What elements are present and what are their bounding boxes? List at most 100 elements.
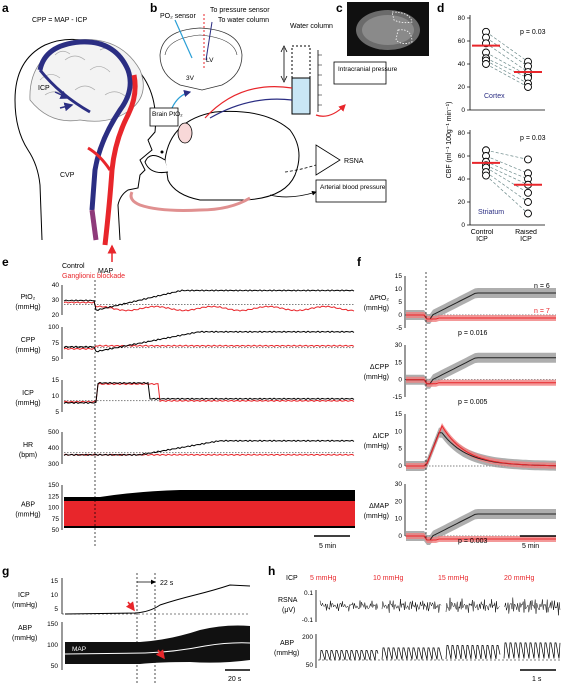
f-blockade-mean [406,379,556,385]
xtick-raised: Raised ICP [515,229,537,243]
e-tick: 5 [55,409,59,416]
striatum-pvalue: p = 0.03 [520,135,546,142]
n-control: n = 6 [534,283,550,290]
lv-label: LV [206,57,214,64]
g-icp-tick: 5 [54,606,58,613]
raised-point [524,83,532,91]
f-pvalue: p = 0.005 [458,399,487,406]
g-map-label: MAP [72,646,86,653]
f-blockade-mean [406,314,556,320]
paired-line [485,171,529,203]
paired-line [485,37,529,67]
cbf-ylabel: CBF (ml⁻¹ 100g⁻¹ min⁻¹) [446,102,453,179]
e-tick: 100 [48,324,59,331]
e-control-trace [63,439,355,456]
h-abp-label: ABP [280,640,294,647]
f-control-mean [406,357,556,385]
f-tick: 10 [395,516,403,523]
g-abp-tick: 100 [47,642,58,649]
g-icp-label: ICP [18,592,30,599]
h-abp-segment [381,647,443,660]
panel-d: d CBF (ml⁻¹ 100g⁻¹ min⁻¹) 80 60 40 20 0 p = … [437,1,546,243]
e-scalebar-label: 5 min [319,543,336,550]
panel-e: e Control Ganglionic blockade PtO₂ (mmHg)… [2,255,355,550]
f-control-mean [406,513,556,541]
h-rsna-segment [381,598,442,613]
panel-e-rows: PtO₂ (mmHg) 40 30 20 CPP (mmHg) 100 75 50 ICP (mmHg… [15,282,355,534]
f-tick: 5 [398,299,402,306]
e-row-unit: (mmHg) [15,347,40,354]
e-tick: 500 [48,429,59,436]
f-tick: 0 [398,463,402,470]
ytick-label: 60 [458,153,466,160]
e-control-trace [63,289,355,311]
f-tick: 30 [395,342,403,349]
e-tick: 100 [48,505,59,512]
g-abp-tick: 150 [47,621,58,628]
h-rsna-segment [445,597,500,613]
striatum-label: Striatum [478,209,504,216]
f-tick: 0 [398,533,402,540]
ytick-label: 60 [458,38,466,45]
h-abp-segment [503,642,561,659]
panel-letter-a: a [2,1,9,15]
po2-probe [174,19,193,59]
f-control-sem [406,427,556,471]
panel-a: a CPP = MAP - ICP ICP CVP MAP [2,1,157,275]
f-blockade-sem [406,423,556,469]
h-cond-3: 15 mmHg [438,575,468,582]
panel-g: g ICP (mmHg) 15 10 5 22 s ABP (mmHg) 150… [2,564,251,685]
e-tick: 20 [52,312,60,319]
e-row-label: PtO₂ [21,294,36,301]
h-rsna-tick: 0.1 [304,590,313,597]
striatum-yticks: 80 60 40 20 0 [458,130,470,229]
brain-pto2-label: Brain PtO₂ [152,111,183,118]
f-blockade-sem [406,376,556,387]
f-row-unit: (mmHg) [364,513,389,520]
e-control-trace [63,381,355,404]
brain-pto2-box [149,107,179,127]
cortex-yticks: 80 60 40 20 0 [458,15,470,114]
raised-point [524,198,532,206]
panel-letter-d: d [437,1,444,15]
h-rsna-label: RSNA [278,597,298,604]
e-tick: 150 [48,482,59,489]
venous-sinus [37,39,133,211]
e-row-unit: (mmHg) [15,400,40,407]
e-blockade-trace [63,301,355,312]
f-row-3: ΔMAP (mmHg) 30 20 10 0 p = 0.003 [364,481,556,545]
e-row-unit: (mmHg) [15,304,40,311]
paired-line [485,31,529,62]
ytick-label: 40 [458,176,466,183]
f-row-1: ΔCPP (mmHg) 30 15 0 -15 p = 0.005 [364,342,556,406]
ytick-label: 20 [458,84,466,91]
h-abp-segment [445,645,501,660]
panel-b: b PO₂ sensor To pressure sensor To water… [129,1,398,212]
f-row-unit: (mmHg) [364,374,389,381]
e-abp-blockade [64,501,355,526]
panel-c: c [336,1,429,56]
e-tick: 30 [52,297,60,304]
h-cond-1: 5 mmHg [310,575,337,582]
h-abp-unit: (mmHg) [274,650,299,657]
raised-point [524,188,532,197]
f-control-sem [406,288,556,324]
map-label: MAP [98,268,114,275]
xtick-control: Control ICP [470,229,494,243]
rat-body [164,110,300,201]
g-icp-tick: 15 [51,578,59,585]
f-scalebar-label: 5 min [522,543,539,550]
n-blockade: n = 7 [534,308,550,315]
e-tick: 400 [48,445,59,452]
e-row-unit: (bpm) [19,452,37,459]
f-row-2: ΔICP (mmHg) 15 10 5 0 [364,411,557,471]
intracranial-pressure-label: Intracranial pressure [338,66,398,73]
po2-sensor-label: PO₂ sensor [160,13,196,20]
paired-line [485,161,529,180]
h-rsna-tick: -0.1 [302,617,314,624]
f-row-label: ΔICP [373,433,390,440]
ytick-label: 0 [461,107,465,114]
panel-letter-f: f [357,255,362,269]
g-abp-tick: 50 [51,663,59,670]
paired-line [485,155,529,174]
